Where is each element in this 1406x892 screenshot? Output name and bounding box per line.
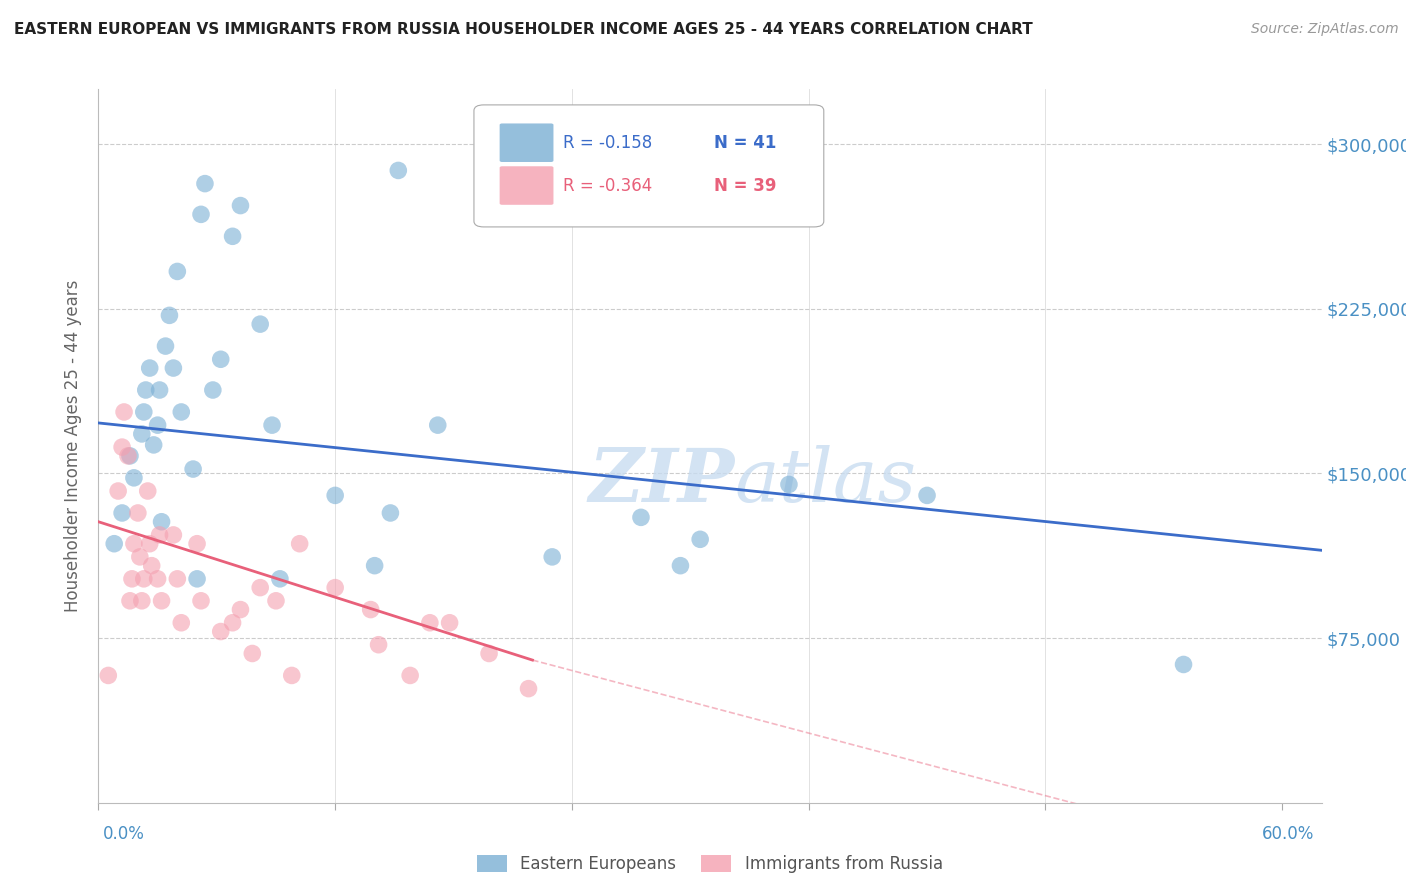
Y-axis label: Householder Income Ages 25 - 44 years: Householder Income Ages 25 - 44 years [65,280,83,612]
Point [131,426,153,441]
Point [146,418,169,433]
Point [111,506,134,520]
Point [97,668,120,682]
Point [170,615,193,630]
Point [149,528,172,542]
Point [380,506,402,520]
Text: 0.0%: 0.0% [103,825,145,843]
Point [1173,657,1195,672]
Point [541,549,564,564]
Point [121,572,143,586]
Point [260,418,283,433]
Point [240,647,263,661]
Point [135,383,157,397]
Point [132,572,155,586]
Point [166,264,188,278]
Point [915,488,938,502]
Point [132,405,155,419]
FancyBboxPatch shape [499,123,554,162]
Point [689,533,711,547]
Point [367,638,389,652]
Point [426,418,449,433]
Point [138,537,160,551]
Point [103,537,125,551]
Text: N = 41: N = 41 [714,134,776,152]
Point [264,594,287,608]
Point [478,647,501,661]
Point [482,198,505,212]
Point [194,177,217,191]
Point [419,615,441,630]
Point [221,615,243,630]
Text: N = 39: N = 39 [714,177,776,194]
Point [323,581,346,595]
Point [363,558,385,573]
Text: EASTERN EUROPEAN VS IMMIGRANTS FROM RUSSIA HOUSEHOLDER INCOME AGES 25 - 44 YEARS: EASTERN EUROPEAN VS IMMIGRANTS FROM RUSS… [14,22,1033,37]
Text: atlas: atlas [734,445,917,518]
Point [122,537,145,551]
Legend: Eastern Europeans, Immigrants from Russia: Eastern Europeans, Immigrants from Russi… [471,848,949,880]
Point [118,449,141,463]
FancyBboxPatch shape [474,105,824,227]
Point [162,528,184,542]
Point [281,668,304,682]
Point [170,405,193,419]
Point [399,668,422,682]
Text: 60.0%: 60.0% [1263,825,1315,843]
Point [360,602,382,616]
Point [190,594,212,608]
Point [122,471,145,485]
Point [112,405,135,419]
Point [288,537,311,551]
Point [136,483,159,498]
Point [229,602,252,616]
Point [138,361,160,376]
Point [517,681,540,696]
Point [127,506,149,520]
Point [221,229,243,244]
Point [118,594,141,608]
Text: Source: ZipAtlas.com: Source: ZipAtlas.com [1251,22,1399,37]
Point [142,438,165,452]
Point [669,558,692,573]
Point [249,317,271,331]
Point [181,462,204,476]
Point [630,510,652,524]
Point [107,483,129,498]
Point [439,615,461,630]
Text: ZIP: ZIP [588,445,734,518]
Point [155,339,177,353]
Point [186,537,208,551]
Point [249,581,271,595]
Point [269,572,291,586]
Point [159,309,181,323]
Point [190,207,212,221]
Point [131,594,153,608]
Text: R = -0.158: R = -0.158 [564,134,652,152]
Point [146,572,169,586]
Point [201,383,224,397]
Point [166,572,188,586]
Point [387,163,409,178]
Point [128,549,150,564]
Point [150,594,173,608]
Point [111,440,134,454]
Point [323,488,346,502]
Point [778,477,800,491]
Point [186,572,208,586]
FancyBboxPatch shape [499,166,554,205]
Point [209,624,232,639]
Point [117,449,139,463]
Text: R = -0.364: R = -0.364 [564,177,652,194]
Point [209,352,232,367]
Point [229,198,252,212]
Point [162,361,184,376]
Point [150,515,173,529]
Point [141,558,163,573]
Point [149,383,172,397]
